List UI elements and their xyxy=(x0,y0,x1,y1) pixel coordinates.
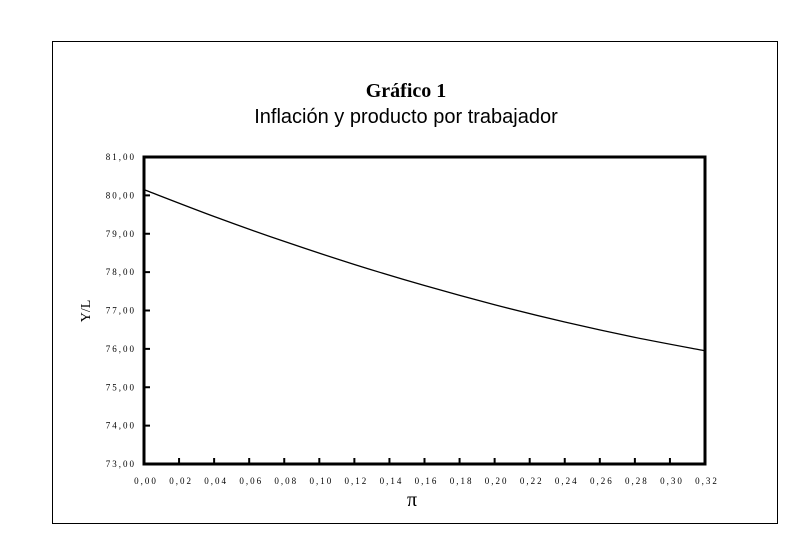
x-tick-label: 0,12 xyxy=(345,476,369,486)
chart-frame xyxy=(52,41,778,524)
x-tick-label: 0,32 xyxy=(695,476,719,486)
x-tick-label: 0,04 xyxy=(204,476,228,486)
y-tick-label: 81,00 xyxy=(106,152,136,162)
x-tick-label: 0,22 xyxy=(520,476,544,486)
x-tick-label: 0,00 xyxy=(134,476,158,486)
y-tick-label: 79,00 xyxy=(106,229,136,239)
x-tick-label: 0,10 xyxy=(309,476,333,486)
y-axis-label: Y/L xyxy=(79,300,94,323)
x-tick-label: 0,16 xyxy=(415,476,439,486)
x-tick-label: 0,30 xyxy=(660,476,684,486)
y-tick-label: 78,00 xyxy=(106,267,136,277)
x-axis-label: π xyxy=(407,489,417,511)
chart-title: Gráfico 1 xyxy=(365,80,447,102)
x-tick-label: 0,26 xyxy=(590,476,614,486)
x-tick-label: 0,20 xyxy=(485,476,509,486)
x-tick-label: 0,08 xyxy=(274,476,298,486)
y-tick-label: 76,00 xyxy=(106,344,136,354)
y-tick-label: 75,00 xyxy=(106,382,136,392)
x-tick-label: 0,14 xyxy=(380,476,404,486)
series-line xyxy=(143,189,706,352)
plot-area xyxy=(142,155,707,466)
chart-subtitle: Inflación y producto por trabajador xyxy=(254,106,558,128)
x-tick-label: 0,28 xyxy=(625,476,649,486)
y-tick-label: 80,00 xyxy=(106,190,136,200)
x-tick-label: 0,18 xyxy=(450,476,474,486)
x-tick-label: 0,02 xyxy=(169,476,193,486)
y-tick-label: 77,00 xyxy=(106,306,136,316)
y-tick-label: 74,00 xyxy=(106,421,136,431)
y-tick-label: 73,00 xyxy=(106,459,136,469)
x-tick-label: 0,06 xyxy=(239,476,263,486)
x-tick-label: 0,24 xyxy=(555,476,579,486)
